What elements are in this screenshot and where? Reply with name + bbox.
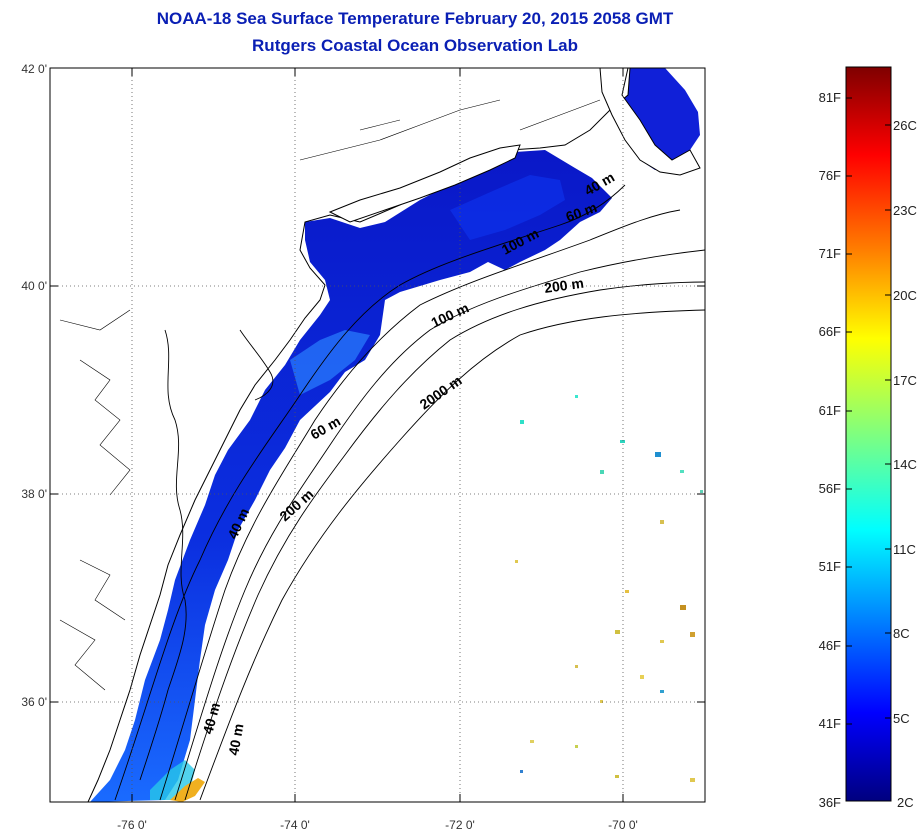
colorbar-label-c: 26C: [893, 118, 917, 133]
colorbar-label-f: 66F: [819, 324, 841, 339]
colorbar-label-f: 36F: [819, 795, 841, 810]
colorbar-label-c: 5C: [893, 711, 910, 726]
isobath-2000m: [199, 309, 705, 801]
colorbar-label-f: 71F: [819, 246, 841, 261]
colorbar-ticks: [846, 97, 891, 725]
isobath-label: 200 m: [543, 275, 585, 296]
lat-tick-label: 36 0': [21, 695, 47, 709]
inland-rivers: [59, 99, 601, 691]
map-panel[interactable]: 40 m 60 m 100 m 200 m 2000 m 200 m 60 m …: [50, 68, 705, 802]
isobath-100m: [174, 249, 705, 801]
colorbar-label-f: 41F: [819, 716, 841, 731]
lon-tick-label: -76 0': [117, 818, 147, 832]
colorbar-label-f: 76F: [819, 168, 841, 183]
colorbar-label-c: 2C: [897, 795, 914, 810]
isobath-lines: [114, 184, 705, 801]
lat-tick-label: 40 0': [21, 279, 47, 293]
delaware-bay-outline: [239, 329, 274, 401]
isobath-60m: [159, 209, 681, 801]
map-subtitle: Rutgers Coastal Ocean Observation Lab: [252, 36, 578, 55]
lon-tick-label: -72 0': [445, 818, 475, 832]
offshore-sst-pixels: [515, 395, 703, 782]
sst-warm-patch-cape: [170, 778, 205, 802]
lon-tick-label: -74 0': [280, 818, 310, 832]
isobath-label: 40 m: [199, 701, 223, 736]
colorbar-label-c: 11C: [893, 542, 916, 557]
colorbar-label-f: 46F: [819, 638, 841, 653]
land-long-island: [328, 144, 521, 223]
sst-shelf-water: [90, 150, 612, 802]
lat-tick-label: 42 0': [21, 62, 47, 76]
sst-shelf-detail: [450, 175, 565, 240]
land-mainland: [50, 68, 631, 802]
sst-warm-patch-mid: [290, 330, 370, 395]
land-cape-cod: [599, 68, 701, 176]
colorbar-label-c: 20C: [893, 288, 917, 303]
axis-ticks: [50, 68, 705, 802]
map-frame: [49, 67, 706, 803]
colorbar-label-f: 51F: [819, 559, 841, 574]
chesapeake-bay-outline: [139, 329, 187, 781]
colorbar-label-c: 14C: [893, 457, 917, 472]
colorbar-label-c: 8C: [893, 626, 910, 641]
colorbar-label-f: 56F: [819, 481, 841, 496]
map-title: NOAA-18 Sea Surface Temperature February…: [156, 9, 674, 28]
colorbar-label-f: 81F: [819, 90, 841, 105]
colorbar: [845, 66, 892, 802]
isobath-label: 40 m: [225, 722, 246, 756]
isobath-200m: [184, 281, 705, 801]
lon-tick-label: -70 0': [608, 818, 638, 832]
colorbar-label-f: 61F: [819, 403, 841, 418]
lat-tick-label: 38 0': [21, 487, 47, 501]
isobath-40m: [114, 184, 626, 801]
colorbar-label-c: 23C: [893, 203, 917, 218]
colorbar-label-c: 17C: [893, 373, 917, 388]
